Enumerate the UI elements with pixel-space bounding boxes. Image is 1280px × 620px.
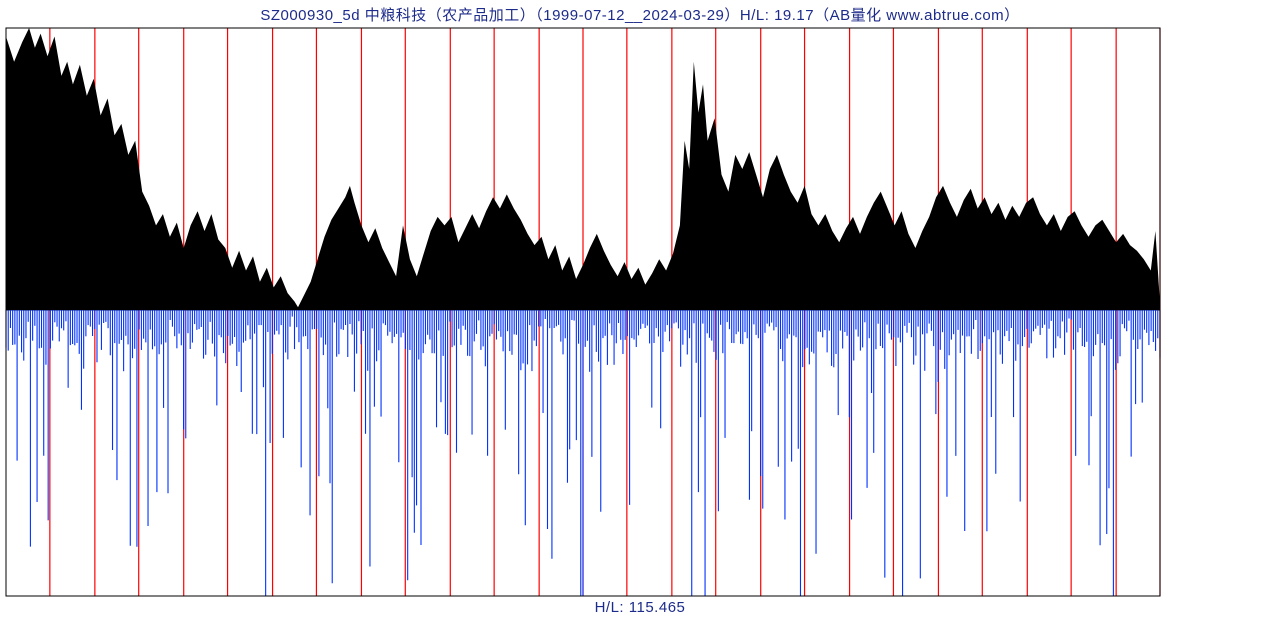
stock-chart <box>0 0 1280 620</box>
chart-footer: H/L: 115.465 <box>0 599 1280 616</box>
